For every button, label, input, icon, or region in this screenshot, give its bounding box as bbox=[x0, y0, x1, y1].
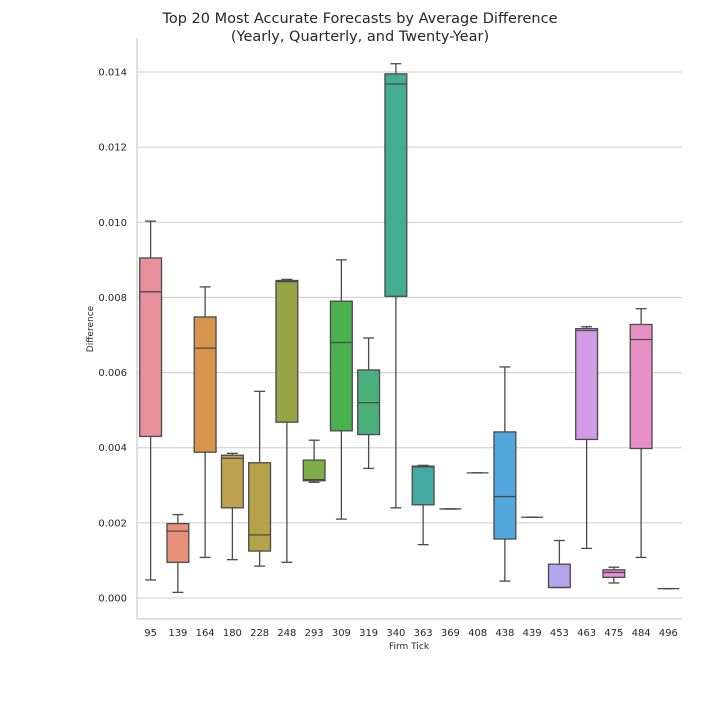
x-tick-label: 180 bbox=[223, 628, 242, 639]
box-475 bbox=[602, 566, 626, 584]
box-body bbox=[275, 279, 299, 423]
box-body bbox=[493, 431, 517, 540]
x-tick-label: 248 bbox=[277, 628, 296, 639]
y-tick-label: 0.006 bbox=[98, 368, 127, 379]
box-319 bbox=[357, 337, 381, 470]
y-tick-label: 0.010 bbox=[98, 218, 127, 229]
box-body bbox=[602, 569, 626, 578]
box-body bbox=[384, 73, 408, 297]
y-tick-label: 0.000 bbox=[98, 594, 127, 605]
box-body bbox=[248, 462, 272, 552]
box-body bbox=[193, 316, 217, 453]
box-228 bbox=[248, 390, 272, 567]
x-tick-label: 139 bbox=[168, 628, 187, 639]
box-body bbox=[302, 459, 326, 482]
x-tick-label: 484 bbox=[632, 628, 651, 639]
y-tick-label: 0.014 bbox=[98, 68, 127, 79]
x-tick-label: 293 bbox=[305, 628, 324, 639]
box-body bbox=[575, 327, 599, 441]
box-body bbox=[166, 522, 190, 563]
box-layer bbox=[139, 63, 680, 594]
box-463 bbox=[575, 326, 599, 550]
x-tick-label: 439 bbox=[523, 628, 542, 639]
box-484 bbox=[629, 308, 653, 559]
box-438 bbox=[493, 366, 517, 582]
y-tick-label: 0.012 bbox=[98, 143, 127, 154]
x-tick-label: 164 bbox=[196, 628, 215, 639]
y-tick-label: 0.008 bbox=[98, 293, 127, 304]
x-tick-label: 340 bbox=[386, 628, 405, 639]
x-tick-label: 228 bbox=[250, 628, 269, 639]
x-tick-label: 309 bbox=[332, 628, 351, 639]
x-tick-label: 463 bbox=[577, 628, 596, 639]
box-95 bbox=[139, 220, 163, 581]
box-body bbox=[629, 323, 653, 450]
grid-layer bbox=[137, 71, 682, 599]
box-363 bbox=[411, 464, 435, 546]
x-tick-label: 319 bbox=[359, 628, 378, 639]
axis-layer: 0.000 0.002 0.004 0.006 0.008 0.010 0.012 0.014… bbox=[98, 38, 682, 639]
box-248 bbox=[275, 278, 299, 563]
chart-title-line-1: Top 20 Most Accurate Forecasts by Averag… bbox=[162, 11, 558, 27]
x-tick-label: 95 bbox=[144, 628, 157, 639]
y-tick-label: 0.002 bbox=[98, 518, 127, 529]
box-293 bbox=[302, 439, 326, 483]
box-180 bbox=[220, 452, 244, 561]
x-tick-label: 438 bbox=[495, 628, 514, 639]
chart-title-line-2: (Yearly, Quarterly, and Twenty-Year) bbox=[230, 29, 490, 45]
x-tick-label: 475 bbox=[604, 628, 623, 639]
box-body bbox=[139, 257, 163, 438]
box-139 bbox=[166, 513, 190, 594]
box-340 bbox=[384, 63, 408, 509]
y-axis-label: Difference bbox=[86, 305, 96, 352]
box-body bbox=[547, 563, 571, 589]
box-164 bbox=[193, 286, 217, 559]
x-axis-label: Firm Tick bbox=[389, 642, 430, 652]
box-body bbox=[411, 465, 435, 506]
box-309 bbox=[329, 259, 353, 520]
x-tick-label: 496 bbox=[659, 628, 678, 639]
x-tick-label: 363 bbox=[414, 628, 433, 639]
y-tick-label: 0.004 bbox=[98, 443, 127, 454]
x-tick-label: 408 bbox=[468, 628, 487, 639]
x-tick-label: 369 bbox=[441, 628, 460, 639]
box-body bbox=[329, 300, 353, 432]
box-453 bbox=[547, 539, 571, 589]
x-tick-label: 453 bbox=[550, 628, 569, 639]
box-body bbox=[220, 454, 244, 509]
